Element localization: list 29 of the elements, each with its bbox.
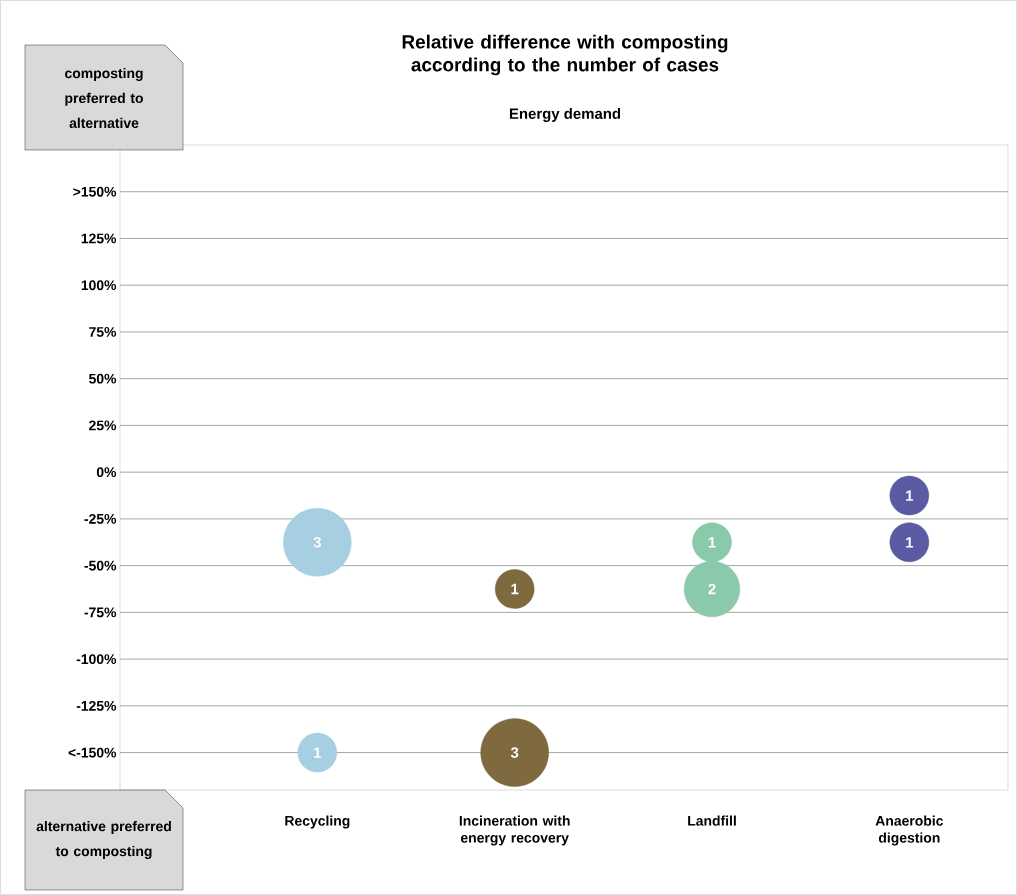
y-tick-label: 0% [96,467,117,478]
chart-subtitle: Energy demand [509,107,621,122]
y-tick-label: 100% [81,280,117,291]
text: alternative preferred to composting [36,821,171,859]
y-tick-label: <-150% [68,747,117,758]
text: composting preferred to alternative [65,67,143,129]
y-tick-label: -75% [84,607,117,618]
annotation: 1 [314,747,322,758]
y-tick-label: 25% [89,420,117,431]
annotation: 1 [708,537,716,548]
annotation: 2 [708,583,716,595]
chart-title: Relative difference with composting according to the number of cases [402,34,728,76]
y-tick-label: 125% [81,233,117,244]
y-tick-label: 50% [88,373,117,384]
annotation: 3 [510,747,519,758]
annotation: 1 [906,537,914,548]
y-tick-label: -100% [76,654,117,665]
y-tick-label: 75% [89,327,117,337]
y-tick-label: -25% [84,513,117,524]
annotation: 1 [511,583,519,595]
x-tick-label: Anaerobic digestion [875,815,944,846]
y-tick-label: >150% [73,186,117,197]
y-tick-label: -125% [76,700,117,711]
x-tick-label: Recycling [285,815,350,829]
x-tick-label: Landfill [688,815,736,826]
y-tick-label: -50% [84,560,117,571]
annotation: 3 [313,536,321,548]
x-tick-label: Incineration with energy recovery [459,815,570,846]
annotation: 1 [906,490,914,501]
